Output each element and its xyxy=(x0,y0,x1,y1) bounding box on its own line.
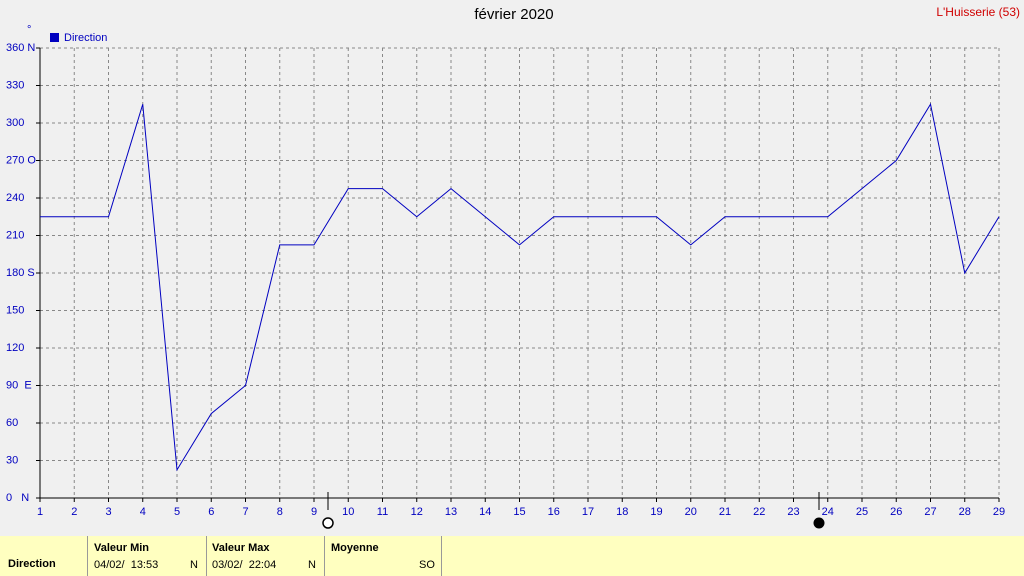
col-cell: Valeur Max 03/02/ 22:04 N xyxy=(207,536,325,576)
col-value: N xyxy=(190,559,198,571)
x-tick-label: 5 xyxy=(174,506,180,518)
x-tick-label: 27 xyxy=(924,506,936,518)
col-header: Valeur Max xyxy=(212,542,270,554)
col-cell: Moyenne SO xyxy=(325,536,442,576)
x-tick-label: 26 xyxy=(890,506,902,518)
y-unit: ° xyxy=(27,24,31,36)
col-header: Moyenne xyxy=(331,542,379,554)
legend-swatch xyxy=(50,33,59,42)
col-header: Valeur Min xyxy=(94,542,150,554)
col-cell: Valeur Min 04/02/ 13:53 N xyxy=(88,536,207,576)
x-tick-label: 11 xyxy=(377,506,388,518)
x-tick-label: 12 xyxy=(411,506,423,518)
col-value: N xyxy=(308,559,316,571)
x-tick-label: 8 xyxy=(277,506,283,518)
x-tick-label: 6 xyxy=(208,506,214,518)
x-tick-label: 29 xyxy=(993,506,1005,518)
x-tick-label: 3 xyxy=(105,506,111,518)
x-tick-label: 21 xyxy=(719,506,731,518)
x-tick-label: 15 xyxy=(513,506,525,518)
y-tick-label: 240 xyxy=(6,192,24,204)
x-tick-label: 10 xyxy=(342,506,354,518)
col-date: 04/02/ 13:53 xyxy=(94,559,159,571)
chart-title: février 2020 xyxy=(474,6,553,23)
x-tick-label: 4 xyxy=(140,506,146,518)
x-tick-label: 28 xyxy=(959,506,971,518)
full-moon xyxy=(322,517,334,529)
x-tick-label: 2 xyxy=(71,506,77,518)
y-tick-label: 210 xyxy=(6,229,24,241)
x-tick-label: 23 xyxy=(787,506,799,518)
y-tick-label: 180 S xyxy=(6,267,35,279)
x-tick-label: 7 xyxy=(242,506,248,518)
x-tick-label: 22 xyxy=(753,506,765,518)
x-tick-label: 13 xyxy=(445,506,457,518)
x-tick-label: 25 xyxy=(856,506,868,518)
new-moon xyxy=(813,517,825,529)
x-tick-label: 1 xyxy=(37,506,43,518)
y-tick-label: 30 xyxy=(6,454,18,466)
y-tick-label: 90 E xyxy=(6,379,32,391)
x-tick-label: 19 xyxy=(650,506,662,518)
y-tick-label: 270 O xyxy=(6,154,36,166)
data-line xyxy=(40,102,1000,472)
x-tick-label: 20 xyxy=(685,506,697,518)
row-label: Direction xyxy=(8,558,56,570)
x-tick-label: 14 xyxy=(479,506,491,518)
x-tick-label: 9 xyxy=(311,506,317,518)
y-tick-label: 0 N xyxy=(6,492,29,504)
col-value: SO xyxy=(419,559,435,571)
row-cell: Direction xyxy=(0,536,88,576)
summary-table: Direction Valeur Min 04/02/ 13:53 N Vale… xyxy=(0,536,1024,576)
y-tick-label: 360 N xyxy=(6,42,35,54)
legend-label: Direction xyxy=(64,32,107,44)
x-tick-label: 24 xyxy=(822,506,834,518)
x-tick-label: 17 xyxy=(582,506,594,518)
x-tick-label: 18 xyxy=(616,506,628,518)
y-tick-label: 330 xyxy=(6,79,24,91)
col-date: 03/02/ 22:04 xyxy=(212,559,277,571)
y-tick-label: 300 xyxy=(6,117,24,129)
y-tick-label: 150 xyxy=(6,304,24,316)
x-tick-label: 16 xyxy=(548,506,560,518)
y-tick-label: 120 xyxy=(6,342,24,354)
y-tick-label: 60 xyxy=(6,417,18,429)
chart: février 2020 L'Huisserie (53) ° Directio… xyxy=(6,5,1020,529)
station: L'Huisserie (53) xyxy=(936,5,1020,19)
